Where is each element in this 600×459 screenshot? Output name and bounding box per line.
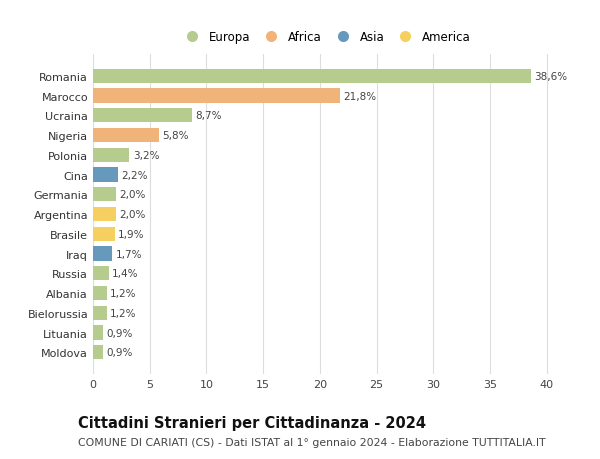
Bar	[93, 90, 340, 103]
Text: 21,8%: 21,8%	[344, 91, 377, 101]
Text: COMUNE DI CARIATI (CS) - Dati ISTAT al 1° gennaio 2024 - Elaborazione TUTTITALIA: COMUNE DI CARIATI (CS) - Dati ISTAT al 1…	[78, 437, 545, 447]
Bar	[93, 70, 531, 84]
Bar	[93, 267, 109, 281]
Bar	[93, 227, 115, 241]
Text: 3,2%: 3,2%	[133, 151, 159, 161]
Text: 2,0%: 2,0%	[119, 210, 145, 219]
Bar	[93, 286, 107, 301]
Bar	[93, 207, 116, 222]
Text: 0,9%: 0,9%	[107, 328, 133, 338]
Text: Cittadini Stranieri per Cittadinanza - 2024: Cittadini Stranieri per Cittadinanza - 2…	[78, 415, 426, 431]
Text: 1,2%: 1,2%	[110, 288, 137, 298]
Bar	[93, 188, 116, 202]
Text: 38,6%: 38,6%	[534, 72, 568, 82]
Text: 1,9%: 1,9%	[118, 230, 145, 239]
Bar	[93, 168, 118, 182]
Text: 1,4%: 1,4%	[112, 269, 139, 279]
Bar	[93, 129, 159, 143]
Text: 5,8%: 5,8%	[162, 131, 188, 141]
Legend: Europa, Africa, Asia, America: Europa, Africa, Asia, America	[178, 29, 473, 47]
Bar	[93, 148, 129, 162]
Bar	[93, 346, 103, 359]
Text: 1,7%: 1,7%	[116, 249, 142, 259]
Text: 8,7%: 8,7%	[195, 111, 221, 121]
Text: 1,2%: 1,2%	[110, 308, 137, 318]
Text: 0,9%: 0,9%	[107, 347, 133, 358]
Bar	[93, 306, 107, 320]
Text: 2,2%: 2,2%	[121, 170, 148, 180]
Bar	[93, 109, 191, 123]
Bar	[93, 326, 103, 340]
Bar	[93, 247, 112, 261]
Text: 2,0%: 2,0%	[119, 190, 145, 200]
